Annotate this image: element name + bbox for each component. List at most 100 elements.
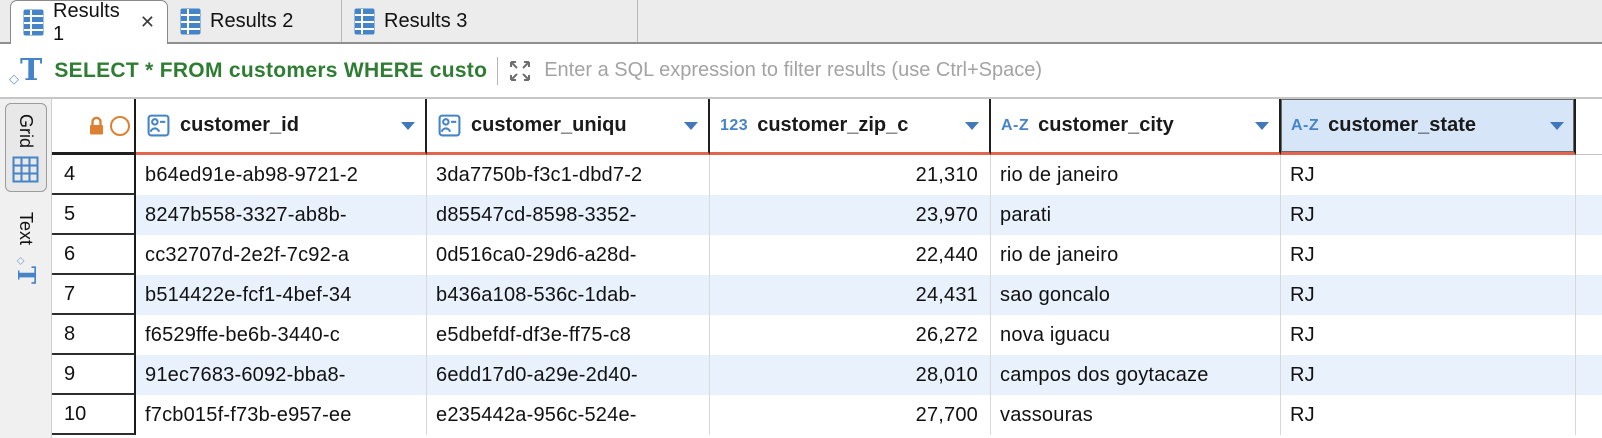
expand-icon[interactable]	[506, 57, 534, 85]
row-number[interactable]: 6	[52, 235, 136, 275]
column-label: customer_zip_c	[757, 114, 909, 136]
side-tab-text-label: Text	[16, 212, 36, 246]
column-dropdown-icon[interactable]	[684, 121, 698, 130]
grid-icon	[12, 156, 39, 183]
number-type-icon: 123	[720, 116, 749, 134]
tab-results-3[interactable]: Results 3	[342, 0, 638, 42]
row-number[interactable]: 8	[52, 315, 136, 355]
header-filler	[1576, 99, 1602, 155]
cell-city[interactable]: rio de janeiro	[991, 155, 1281, 195]
cell-customer-unique[interactable]: b436a108-536c-1dab-	[427, 275, 710, 315]
tab-results-1[interactable]: Results 1 ✕	[10, 0, 168, 45]
row-number[interactable]: 10	[52, 395, 136, 435]
close-icon[interactable]: ✕	[139, 12, 155, 32]
cell-zip[interactable]: 27,700	[710, 395, 991, 435]
cell-city[interactable]: rio de janeiro	[991, 235, 1281, 275]
column-label: customer_state	[1328, 114, 1476, 136]
filter-query-text[interactable]: SELECT * FROM customers WHERE custo	[54, 58, 488, 82]
column-label: customer_uniqu	[471, 114, 627, 136]
id-card-icon	[147, 114, 170, 137]
tab-label: Results 3	[384, 9, 468, 32]
cell-state[interactable]: RJ	[1281, 395, 1576, 435]
grid-corner-cell[interactable]	[52, 99, 136, 155]
row-filler	[1576, 235, 1602, 275]
cell-customer-unique[interactable]: d85547cd-8598-3352-	[427, 195, 710, 235]
cell-state[interactable]: RJ	[1281, 275, 1576, 315]
row-number[interactable]: 7	[52, 275, 136, 315]
cell-state[interactable]: RJ	[1281, 235, 1576, 275]
cell-customer-id[interactable]: f7cb015f-f73b-e957-ee	[136, 395, 427, 435]
text-view-icon: ◇ T	[11, 257, 41, 284]
cell-zip[interactable]: 28,010	[710, 355, 991, 395]
expression-icon: ◇ T	[9, 52, 43, 88]
row-filler	[1576, 195, 1602, 235]
cell-zip[interactable]: 24,431	[710, 275, 991, 315]
table-icon	[354, 8, 375, 34]
filter-input-placeholder[interactable]: Enter a SQL expression to filter results…	[544, 59, 1043, 81]
lock-icon	[90, 116, 103, 134]
column-header-customer-state[interactable]: A-Z customer_state	[1281, 99, 1576, 155]
cell-zip[interactable]: 23,970	[710, 195, 991, 235]
cell-city[interactable]: parati	[991, 195, 1281, 235]
side-tab-text[interactable]: Text ◇ T	[11, 212, 41, 287]
cell-customer-unique[interactable]: 6edd17d0-a29e-2d40-	[427, 355, 710, 395]
cell-customer-unique[interactable]: e235442a-956c-524e-	[427, 395, 710, 435]
row-filler	[1576, 155, 1602, 195]
row-filler	[1576, 275, 1602, 315]
cell-zip[interactable]: 22,440	[710, 235, 991, 275]
row-filler	[1576, 395, 1602, 435]
text-type-icon: A-Z	[1291, 116, 1320, 134]
column-dropdown-icon[interactable]	[965, 121, 979, 130]
row-number[interactable]: 5	[52, 195, 136, 235]
divider	[497, 56, 499, 85]
record-mode-icon	[110, 115, 130, 136]
cell-city[interactable]: campos dos goytacaze	[991, 355, 1281, 395]
cell-city[interactable]: vassouras	[991, 395, 1281, 435]
sql-filter-bar[interactable]: ◇ T SELECT * FROM customers WHERE custo …	[0, 44, 1602, 99]
table-row: 9 91ec7683-6092-bba8- 6edd17d0-a29e-2d40…	[52, 355, 1602, 395]
column-dropdown-icon[interactable]	[1255, 121, 1269, 130]
row-filler	[1576, 315, 1602, 355]
table-row: 4 b64ed91e-ab98-9721-2 3da7750b-f3c1-dbd…	[52, 155, 1602, 195]
cell-customer-id[interactable]: 91ec7683-6092-bba8-	[136, 355, 427, 395]
cell-customer-unique[interactable]: 3da7750b-f3c1-dbd7-2	[427, 155, 710, 195]
results-tab-bar: Results 1 ✕ Results 2 Results 3	[0, 0, 1602, 45]
cell-zip[interactable]: 21,310	[710, 155, 991, 195]
row-number[interactable]: 9	[52, 355, 136, 395]
cell-customer-unique[interactable]: e5dbefdf-df3e-ff75-c8	[427, 315, 710, 355]
table-icon	[23, 9, 44, 36]
side-tab-grid-label: Grid	[16, 114, 36, 149]
cell-state[interactable]: RJ	[1281, 155, 1576, 195]
cell-state[interactable]: RJ	[1281, 355, 1576, 395]
row-number[interactable]: 4	[52, 155, 136, 195]
side-tab-grid[interactable]: Grid	[4, 103, 47, 193]
id-card-icon	[438, 114, 461, 137]
cell-city[interactable]: sao goncalo	[991, 275, 1281, 315]
column-label: customer_city	[1038, 114, 1174, 136]
text-type-icon: A-Z	[1001, 116, 1030, 134]
cell-state[interactable]: RJ	[1281, 315, 1576, 355]
column-header-customer-id[interactable]: customer_id	[136, 99, 427, 155]
column-header-customer-uniqu[interactable]: customer_uniqu	[427, 99, 710, 155]
grid-header-row: customer_id customer_uniqu 123 customer_…	[52, 99, 1602, 155]
table-row: 5 8247b558-3327-ab8b- d85547cd-8598-3352…	[52, 195, 1602, 235]
column-dropdown-icon[interactable]	[401, 121, 415, 130]
table-row: 7 b514422e-fcf1-4bef-34 b436a108-536c-1d…	[52, 275, 1602, 315]
cell-customer-unique[interactable]: 0d516ca0-29d6-a28d-	[427, 235, 710, 275]
cell-customer-id[interactable]: b514422e-fcf1-4bef-34	[136, 275, 427, 315]
cell-customer-id[interactable]: 8247b558-3327-ab8b-	[136, 195, 427, 235]
cell-customer-id[interactable]: b64ed91e-ab98-9721-2	[136, 155, 427, 195]
table-row: 8 f6529ffe-be6b-3440-c e5dbefdf-df3e-ff7…	[52, 315, 1602, 355]
column-label: customer_id	[180, 114, 299, 136]
column-header-customer-city[interactable]: A-Z customer_city	[991, 99, 1281, 155]
column-dropdown-icon[interactable]	[1550, 121, 1564, 130]
table-row: 10 f7cb015f-f73b-e957-ee e235442a-956c-5…	[52, 395, 1602, 435]
tab-results-2[interactable]: Results 2	[168, 0, 342, 42]
column-header-customer-zip-c[interactable]: 123 customer_zip_c	[710, 99, 991, 155]
cell-city[interactable]: nova iguacu	[991, 315, 1281, 355]
cell-customer-id[interactable]: cc32707d-2e2f-7c92-a	[136, 235, 427, 275]
cell-state[interactable]: RJ	[1281, 195, 1576, 235]
tab-label: Results 1	[53, 0, 120, 45]
cell-zip[interactable]: 26,272	[710, 315, 991, 355]
cell-customer-id[interactable]: f6529ffe-be6b-3440-c	[136, 315, 427, 355]
